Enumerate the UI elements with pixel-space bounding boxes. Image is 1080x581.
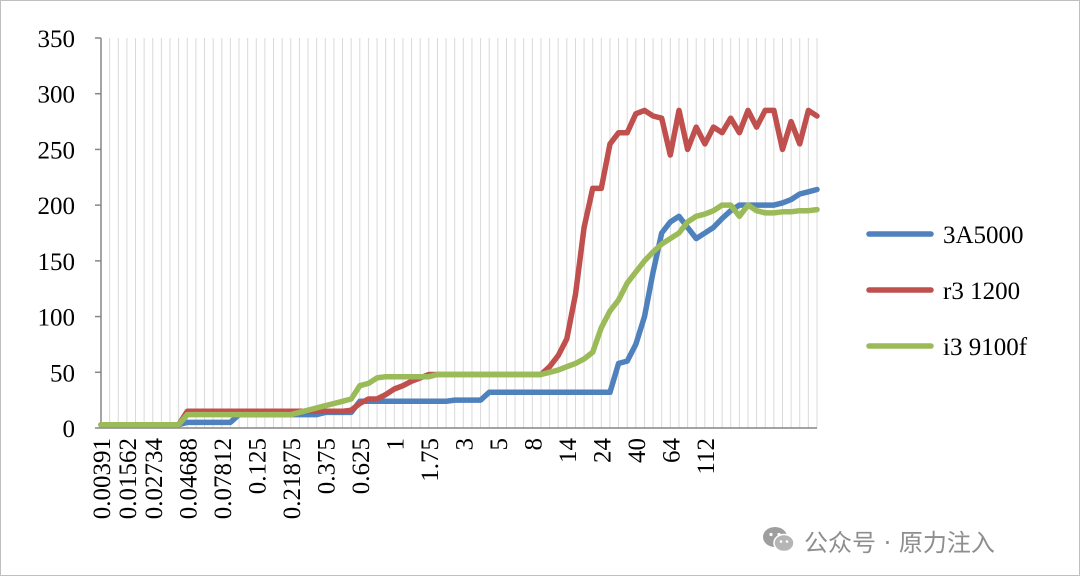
y-tick-label: 100	[38, 305, 76, 332]
x-tick-label: 3	[451, 438, 478, 451]
x-tick-label: 1.75	[417, 438, 444, 482]
x-tick-label: 0.01562	[115, 438, 142, 519]
axes	[95, 37, 817, 429]
x-tick-label: 8	[520, 438, 547, 451]
y-tick-label: 200	[38, 193, 76, 220]
series-line-3a5000	[98, 186, 820, 428]
x-tick-label: 64	[658, 438, 685, 464]
y-tick-label: 250	[38, 137, 76, 164]
x-tick-label: 0.00391	[89, 438, 116, 519]
y-tick-label: 300	[38, 82, 76, 109]
x-tick-label: 0.07812	[210, 438, 237, 519]
x-tick-label: 0.125	[244, 438, 271, 494]
y-tick-label: 50	[50, 360, 75, 387]
x-tick-label: 24	[589, 438, 616, 464]
legend-label: r3 1200	[943, 278, 1020, 305]
grid-lines	[100, 38, 818, 428]
x-tick-label: 1	[382, 438, 409, 451]
x-tick-label: 5	[486, 438, 513, 451]
legend-label: 3A5000	[943, 222, 1024, 249]
x-tick-label: 0.21875	[279, 438, 306, 519]
y-tick-label: 0	[63, 416, 76, 443]
x-tick-label: 0.375	[313, 438, 340, 494]
x-tick-label: 0.02734	[141, 438, 168, 520]
series-line-r3-1200	[98, 107, 820, 428]
x-tick-label: 0.625	[348, 438, 375, 494]
watermark: 公众号 · 原力注入	[762, 520, 995, 560]
watermark-text: 公众号 · 原力注入	[804, 528, 995, 557]
series-lines	[98, 107, 820, 428]
x-tick-label: 0.04688	[175, 438, 202, 519]
x-tick-label: 14	[555, 438, 582, 464]
y-tick-label: 350	[38, 26, 76, 53]
legend-label: i3 9100f	[943, 334, 1028, 361]
x-tick-label: 112	[693, 438, 720, 475]
wechat-icon	[763, 527, 795, 553]
y-tick-labels: 0 50 100 150 200 250 300 350	[38, 26, 76, 443]
series-line-i3-9100f	[98, 202, 820, 428]
x-tick-label: 40	[624, 438, 651, 463]
legend: 3A5000 r3 1200 i3 9100f	[866, 222, 1028, 361]
y-tick-label: 150	[38, 249, 76, 276]
